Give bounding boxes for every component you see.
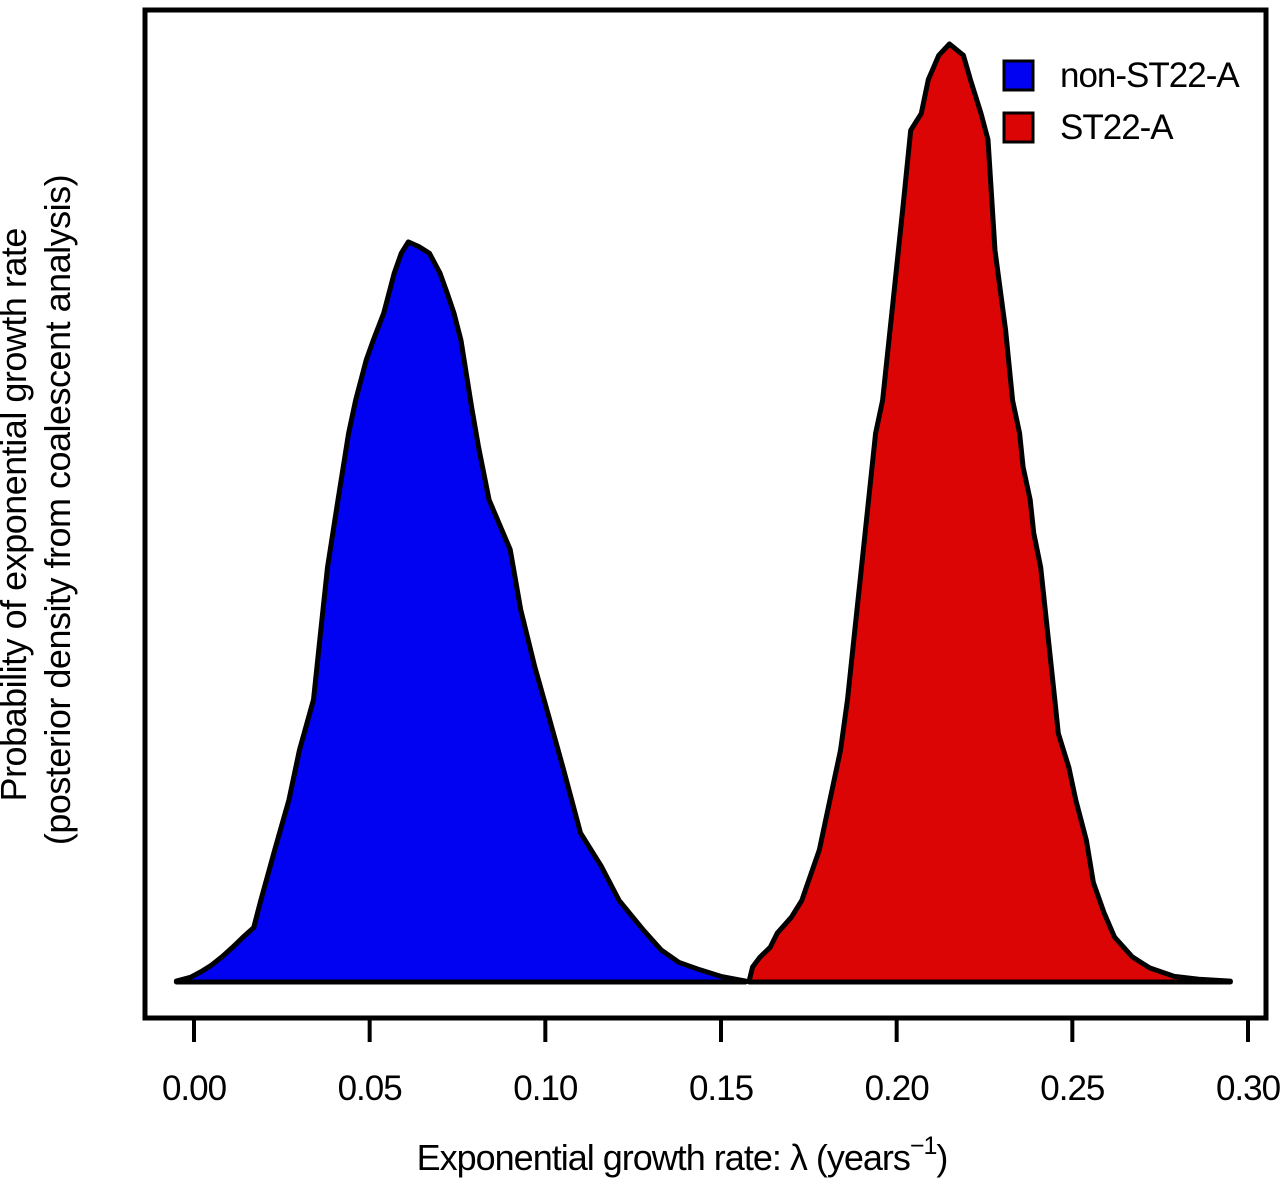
legend: non-ST22-A ST22-A <box>1002 56 1241 147</box>
x-axis-title-main: Exponential growth rate: λ (years <box>417 1137 910 1178</box>
density-curve-st22-a <box>746 41 1233 985</box>
legend-swatch-non-st22-a <box>1002 59 1035 92</box>
x-axis-ticks <box>192 1018 1250 1042</box>
x-tick-label: 0.25 <box>1040 1069 1104 1108</box>
legend-label-st22-a: ST22-A <box>1060 108 1174 147</box>
y-axis-label: Probability of exponential growth rate (… <box>0 175 78 845</box>
density-curves <box>173 41 1233 985</box>
x-tick-label: 0.15 <box>689 1069 753 1108</box>
x-tick-label: 0.30 <box>1216 1069 1280 1108</box>
y-axis-label-line1: Probability of exponential growth rate <box>0 228 34 801</box>
x-axis-title: Exponential growth rate: λ (years−1) <box>417 1132 948 1178</box>
legend-label-non-st22-a: non-ST22-A <box>1060 56 1240 95</box>
density-curve-non-st22-a <box>173 239 749 985</box>
plot-frame <box>142 7 1269 1021</box>
x-tick-label: 0.05 <box>338 1069 402 1108</box>
y-axis-label-line2: (posterior density from coalescent analy… <box>37 175 78 845</box>
x-tick-label: 0.00 <box>162 1069 227 1108</box>
x-axis-title-superscript: −1 <box>910 1132 937 1160</box>
x-axis-tick-labels: 0.00 0.05 0.10 0.15 0.20 0.25 0.30 <box>162 1069 1280 1108</box>
x-axis-title-close: ) <box>936 1137 947 1178</box>
x-tick-label: 0.20 <box>865 1069 930 1108</box>
legend-swatch-st22-a <box>1002 111 1035 144</box>
x-tick-label: 0.10 <box>513 1069 578 1108</box>
